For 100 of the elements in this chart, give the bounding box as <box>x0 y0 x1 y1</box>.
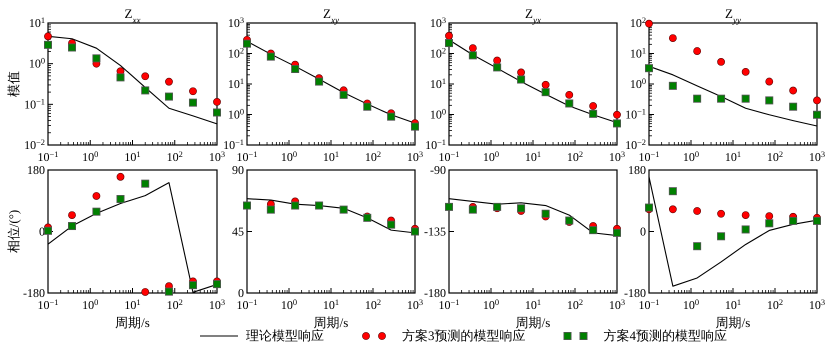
point <box>517 204 526 212</box>
point <box>141 86 150 94</box>
point <box>789 102 798 111</box>
x-tick-label: 10$^{1}$ <box>322 150 340 164</box>
y-tick-label: 10$^{0}$ <box>228 107 244 122</box>
x-tick-label: 10$^{0}$ <box>82 150 98 164</box>
x-axis-title: 周期/s <box>314 315 348 330</box>
point <box>468 206 477 214</box>
point <box>742 68 750 76</box>
point <box>668 82 677 90</box>
point <box>765 219 774 228</box>
point <box>363 102 372 111</box>
y-tick-label: 10$^{3}$ <box>228 16 244 30</box>
point <box>645 20 653 28</box>
x-tick-label: 10$^{−1}$ <box>638 298 660 312</box>
y-tick-label: 10$^{3}$ <box>430 16 446 30</box>
point <box>266 206 275 214</box>
x-tick-label: 10$^{0}$ <box>82 298 98 312</box>
point <box>813 216 821 225</box>
x-tick-label: 10$^{2}$ <box>766 298 784 312</box>
point <box>141 180 150 188</box>
point <box>188 98 197 107</box>
point <box>44 226 52 235</box>
point <box>141 288 150 296</box>
y-tick-label: -180 <box>624 286 646 300</box>
point <box>92 208 100 216</box>
y-tick-label: 10$^{0}$ <box>28 56 45 71</box>
point <box>164 288 173 296</box>
y-tick-label: 10$^{1}$ <box>28 16 45 30</box>
point <box>542 80 550 89</box>
point <box>668 34 677 42</box>
point <box>493 56 502 64</box>
x-tick-label: 10$^{−1}$ <box>638 150 660 164</box>
point <box>789 86 798 94</box>
y-tick-label: 0 <box>238 286 244 300</box>
x-tick-label: 10$^{3}$ <box>808 298 826 312</box>
x-tick-label: 10$^{1}$ <box>524 298 542 312</box>
x-tick-label: 10$^{−1}$ <box>38 298 58 312</box>
point <box>765 212 774 220</box>
point <box>68 222 76 230</box>
point <box>468 44 477 52</box>
point <box>165 78 173 86</box>
point <box>742 225 750 234</box>
x-tick-label: 10$^{0}$ <box>682 150 700 164</box>
point <box>645 64 653 72</box>
point <box>693 242 702 250</box>
point <box>92 192 100 200</box>
point <box>411 228 419 236</box>
x-tick-label: 10$^{2}$ <box>566 298 584 312</box>
point <box>243 202 251 210</box>
point <box>717 210 725 218</box>
point <box>517 68 525 76</box>
point <box>717 58 725 66</box>
point <box>44 32 52 40</box>
point <box>315 78 324 86</box>
y-tick-label: 180 <box>27 163 45 177</box>
y-tick-label: 180 <box>628 163 646 177</box>
x-tick-label: 10$^{1}$ <box>724 298 742 312</box>
point <box>445 39 453 48</box>
point <box>693 94 702 103</box>
point <box>445 202 453 211</box>
x-tick-label: 10$^{0}$ <box>682 298 700 312</box>
point <box>589 110 598 118</box>
point <box>387 112 396 121</box>
x-tick-label: 10$^{2}$ <box>566 150 584 164</box>
point <box>565 99 574 108</box>
y-axis-title: 模值 <box>6 71 21 97</box>
point <box>589 226 598 234</box>
point <box>189 87 197 96</box>
x-tick-label: 10$^{1}$ <box>124 150 141 164</box>
y-tick-label: 10$^{−2}$ <box>24 138 45 152</box>
point <box>213 280 221 288</box>
x-tick-label: 10$^{3}$ <box>608 150 626 164</box>
y-tick-label: 10$^{−1}$ <box>223 138 244 152</box>
x-tick-label: 10$^{0}$ <box>280 150 298 164</box>
point <box>188 281 197 290</box>
point <box>613 119 621 128</box>
point <box>613 228 621 237</box>
point <box>613 110 621 119</box>
x-tick-label: 10$^{1}$ <box>524 150 542 164</box>
x-tick-label: 10$^{−1}$ <box>38 150 58 164</box>
y-tick-label: -90 <box>430 163 446 177</box>
y-tick-label: -180 <box>23 286 45 300</box>
legend-label: 方案4预测的模型响应 <box>604 328 727 343</box>
x-tick-label: 10$^{3}$ <box>208 298 226 312</box>
x-tick-label: 10$^{0}$ <box>482 298 500 312</box>
x-axis-title: 周期/s <box>115 315 150 330</box>
point <box>340 90 348 99</box>
y-tick-label: 10$^{1}$ <box>630 46 646 60</box>
point <box>693 47 702 55</box>
point <box>164 92 173 101</box>
point <box>765 96 774 104</box>
point <box>44 40 52 49</box>
point <box>213 108 221 116</box>
point <box>668 205 677 214</box>
point <box>542 88 550 96</box>
x-axis-title: 周期/s <box>516 315 550 330</box>
point <box>141 72 150 80</box>
point <box>116 172 124 181</box>
point <box>68 43 76 52</box>
